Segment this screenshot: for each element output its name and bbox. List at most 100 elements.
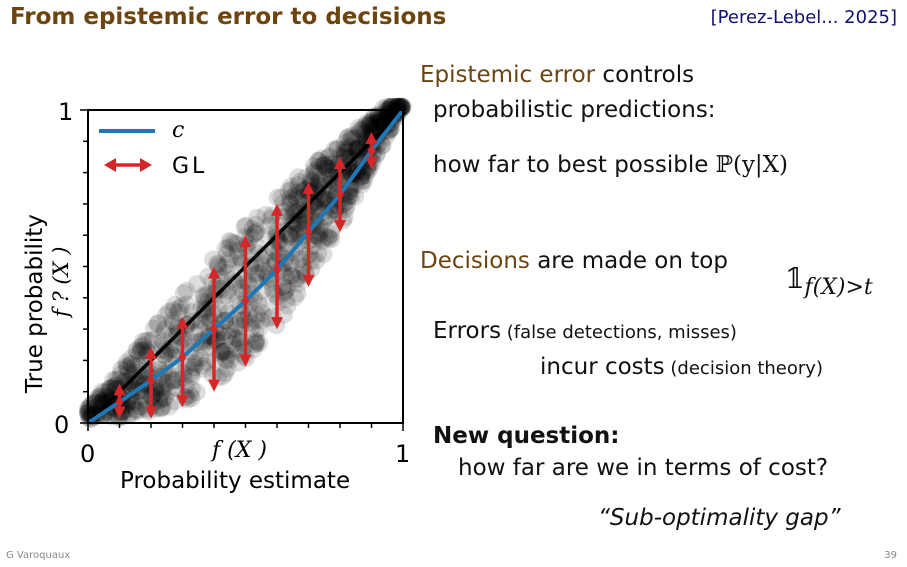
- scatter-point: [133, 332, 152, 351]
- scatter-point: [361, 114, 380, 133]
- scatter-point: [392, 97, 411, 116]
- scatter-point: [310, 223, 329, 242]
- scatter-point: [131, 397, 150, 416]
- scatter-point: [252, 254, 271, 273]
- y-axis-math-label: f ? (X ): [49, 247, 73, 319]
- decisions-rest: are made on top: [529, 248, 728, 274]
- scatter-point: [281, 194, 300, 213]
- scatter-point: [246, 332, 265, 351]
- scatter-point: [244, 289, 263, 308]
- scatter-point: [227, 272, 246, 291]
- scatter-point: [194, 286, 213, 305]
- scatter-point: [218, 327, 237, 346]
- scatter-point: [280, 227, 299, 246]
- errors-text: Errors: [433, 318, 502, 344]
- scatter-point: [252, 311, 271, 330]
- scatter-point: [225, 319, 244, 338]
- scatter-point: [158, 373, 177, 392]
- scatter-point: [152, 384, 171, 403]
- gl-arrow: [365, 131, 378, 170]
- scatter-point: [126, 392, 145, 411]
- scatter-point: [363, 124, 382, 143]
- scatter-point: [281, 189, 300, 208]
- scatter-point: [335, 134, 354, 153]
- scatter-point: [171, 328, 190, 347]
- scatter-point: [310, 157, 329, 176]
- scatter-point: [183, 353, 202, 372]
- scatter-point: [248, 208, 267, 227]
- scatter-point: [193, 356, 212, 375]
- scatter-point: [246, 266, 265, 285]
- scatter-point: [282, 228, 301, 247]
- gl-arrow-head-down: [365, 157, 378, 170]
- scatter-point: [149, 314, 168, 333]
- scatter-point: [134, 361, 153, 380]
- scatter-point: [348, 140, 367, 159]
- scatter-point: [204, 250, 223, 269]
- scatter-point: [349, 118, 368, 137]
- scatter-point: [328, 139, 347, 158]
- scatter-point: [316, 156, 335, 175]
- scatter-point: [319, 229, 338, 248]
- gl-arrow-center: [210, 325, 218, 333]
- gl-arrow-head-down: [113, 406, 126, 419]
- scatter-point: [361, 117, 380, 136]
- scatter-point: [182, 361, 201, 380]
- scatter-point: [289, 201, 308, 220]
- scatter-point: [320, 147, 339, 166]
- incur-paren: (decision theory): [664, 358, 823, 379]
- scatter-point: [208, 254, 227, 273]
- gl-arrow-head-down: [239, 354, 252, 367]
- scatter-point: [150, 391, 169, 410]
- scatter-point: [277, 279, 296, 298]
- scatter-point: [247, 332, 266, 351]
- scatter-point: [276, 282, 295, 301]
- scatter-point: [314, 156, 333, 175]
- scatter-point: [307, 226, 326, 245]
- scatter-point: [153, 398, 172, 417]
- scatter-point: [188, 274, 207, 293]
- scatter-point: [217, 341, 236, 360]
- ticks: [80, 109, 404, 431]
- prob-expression: ℙ(y|X): [715, 152, 789, 178]
- scatter-point: [195, 332, 214, 351]
- scatter-point: [163, 311, 182, 330]
- scatter-point: [287, 183, 306, 202]
- scatter-point: [244, 339, 263, 358]
- scatter-point: [310, 189, 329, 208]
- scatter-point: [219, 238, 238, 257]
- scatter-point: [321, 225, 340, 244]
- scatter-point: [185, 323, 204, 342]
- gl-arrow-head-up: [302, 181, 315, 194]
- scatter-point: [92, 382, 111, 401]
- scatter-point: [170, 299, 189, 318]
- scatter-point: [152, 367, 171, 386]
- scatter-point: [301, 196, 320, 215]
- gl-arrow-center: [179, 353, 186, 361]
- scatter-point: [128, 400, 147, 419]
- scatter-point: [358, 113, 377, 132]
- scatter-point: [307, 181, 326, 200]
- scatter-point: [305, 163, 324, 182]
- scatter-point: [349, 124, 368, 143]
- scatter-point: [328, 140, 347, 159]
- scatter-point: [122, 355, 141, 374]
- scatter-point: [288, 176, 307, 195]
- scatter-point: [265, 241, 284, 260]
- scatter-point: [315, 210, 334, 229]
- x-tick-label-0: 0: [80, 440, 95, 468]
- scatter-point: [245, 224, 264, 243]
- scatter-point: [339, 140, 358, 159]
- scatter-point: [309, 151, 328, 170]
- scatter-point: [356, 116, 375, 135]
- scatter-point: [339, 187, 358, 206]
- scatter-point: [164, 371, 183, 390]
- scatter-point: [95, 383, 114, 402]
- scatter-point: [186, 354, 205, 373]
- scatter-point: [305, 161, 324, 180]
- gl-arrow: [176, 316, 189, 408]
- scatter-point: [217, 263, 236, 282]
- scatter-point: [249, 264, 268, 283]
- slide-title: From epistemic error to decisions: [10, 4, 447, 30]
- scatter-point: [229, 247, 248, 266]
